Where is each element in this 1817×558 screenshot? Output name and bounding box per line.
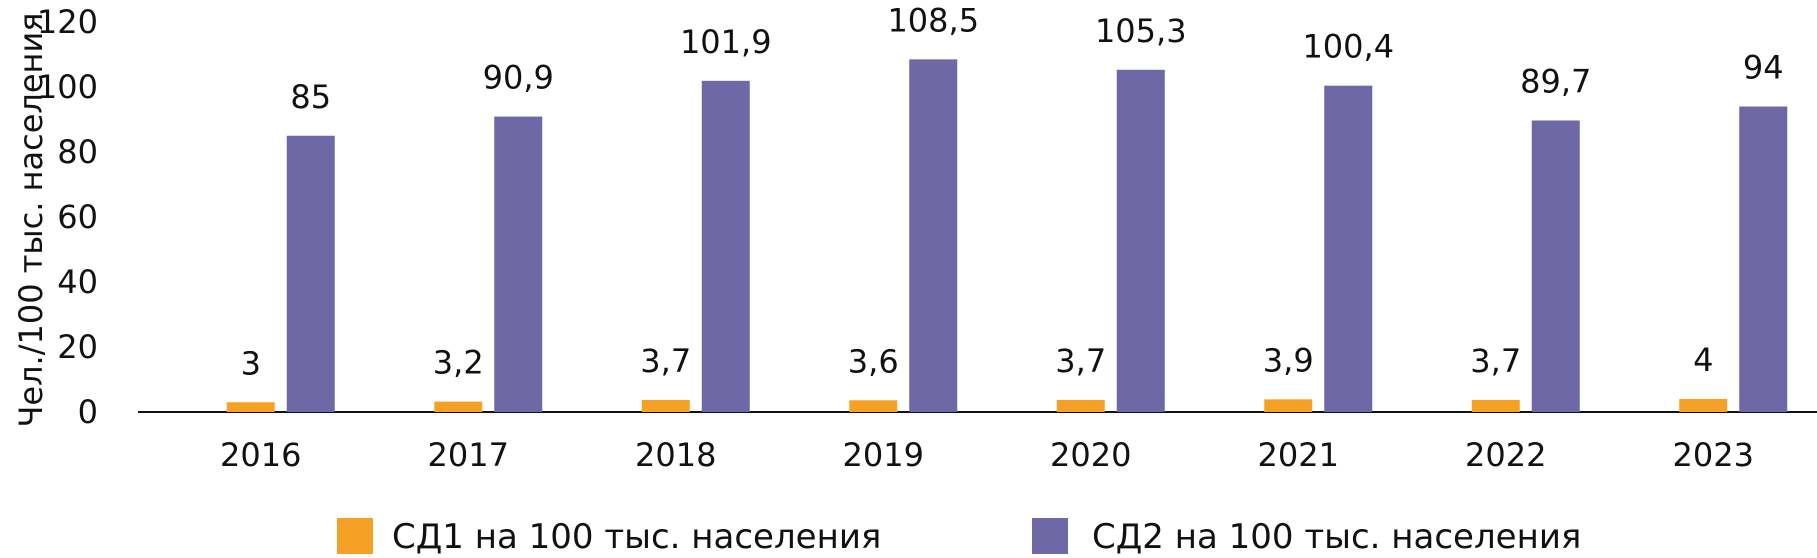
x-tick-label: 2019 (843, 436, 924, 474)
y-tick-label: 120 (37, 3, 98, 41)
data-label-sd2: 90,9 (483, 59, 554, 97)
bar-sd2 (701, 80, 750, 412)
data-label-sd2: 100,4 (1302, 28, 1394, 66)
data-labels: 3 85 3,2 90,9 3,7 101,9 3,6 108,5 3,7 105,3 3,9 100… (241, 1, 1784, 382)
bar-sd1 (434, 401, 483, 412)
legend-label-sd1: СД1 на 100 тыс. населения (392, 517, 881, 557)
y-tick-label: 40 (57, 263, 98, 301)
y-tick-label: 0 (78, 393, 98, 431)
data-label-sd2: 85 (290, 78, 331, 116)
x-tick-label: 2016 (220, 436, 301, 474)
bar-sd2 (1116, 69, 1165, 413)
data-label-sd1: 3,7 (1055, 342, 1106, 380)
legend: СД1 на 100 тыс. населения СД2 на 100 тыс.… (337, 517, 1581, 557)
x-tick-label: 2020 (1050, 436, 1131, 474)
x-axis: 2016 2017 2018 2019 2020 2021 2022 2023 (138, 411, 1817, 474)
bar-sd1 (1056, 399, 1105, 412)
data-label-sd2: 101,9 (680, 23, 772, 61)
bar-sd1 (1471, 399, 1520, 412)
bar-sd2 (494, 116, 543, 412)
y-tick-label: 80 (57, 133, 98, 171)
data-label-sd1: 4 (1693, 341, 1713, 379)
legend-swatch-sd1 (337, 518, 373, 554)
y-tick-label: 100 (37, 68, 98, 106)
y-axis: 0 20 40 60 80 100 120 (37, 3, 98, 431)
x-tick-label: 2021 (1258, 436, 1339, 474)
x-tick-label: 2023 (1673, 436, 1754, 474)
data-label-sd1: 3,9 (1263, 341, 1314, 379)
x-tick-label: 2022 (1465, 436, 1546, 474)
y-tick-label: 20 (57, 328, 98, 366)
bar-sd2 (1531, 120, 1580, 412)
bar-sd2 (909, 59, 958, 412)
data-label-sd2: 105,3 (1095, 12, 1187, 50)
x-tick-label: 2017 (428, 436, 509, 474)
legend-swatch-sd2 (1032, 518, 1068, 554)
data-label-sd2: 94 (1743, 49, 1784, 87)
bar-sd1 (849, 400, 898, 412)
data-label-sd2: 108,5 (887, 1, 979, 39)
y-axis-title: Чел./100 тыс. населения (12, 12, 50, 427)
data-label-sd1: 3,7 (640, 342, 691, 380)
bar-sd2 (286, 135, 335, 412)
y-tick-label: 60 (57, 198, 98, 236)
bar-sd2 (1324, 85, 1373, 412)
bar-sd2 (1739, 106, 1788, 412)
data-label-sd1: 3,7 (1470, 342, 1521, 380)
bar-sd1 (641, 399, 690, 412)
bar-sd1 (1679, 399, 1728, 412)
x-tick-label: 2018 (635, 436, 716, 474)
data-label-sd1: 3 (241, 344, 261, 382)
data-label-sd1: 3,6 (848, 342, 899, 380)
bars (226, 59, 1788, 413)
data-label-sd2: 89,7 (1520, 62, 1591, 100)
bar-sd1 (226, 402, 275, 412)
data-label-sd1: 3,2 (433, 344, 484, 382)
legend-label-sd2: СД2 на 100 тыс. населения (1092, 517, 1581, 557)
bar-sd1 (1264, 399, 1313, 412)
